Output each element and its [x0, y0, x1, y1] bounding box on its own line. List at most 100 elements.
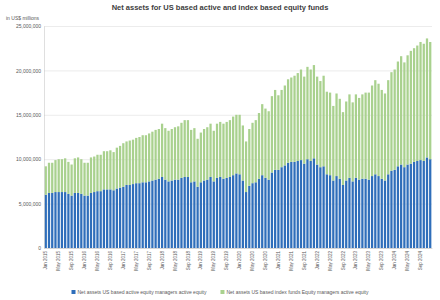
bar — [222, 179, 224, 248]
bar — [335, 93, 337, 176]
bar — [371, 176, 373, 248]
bar — [122, 187, 124, 248]
bar — [397, 62, 399, 167]
chart: Net assets for US based active and index… — [0, 0, 440, 300]
bar — [419, 42, 421, 160]
x-tick-label: Jan 2018 — [160, 251, 165, 270]
bar — [261, 104, 263, 175]
bar — [190, 130, 192, 182]
bar — [251, 123, 253, 183]
bar — [416, 161, 418, 248]
bar — [184, 120, 186, 177]
x-tick-label: Jan 2022 — [315, 251, 320, 270]
grid-tick — [44, 204, 432, 205]
y-tick-label: 20,000,000 — [16, 68, 41, 74]
bar — [326, 174, 328, 248]
bar — [322, 166, 324, 248]
bar — [129, 141, 131, 185]
grid-tick — [44, 26, 432, 27]
bar — [364, 179, 366, 248]
grid-tick — [44, 159, 432, 160]
bar — [154, 130, 156, 180]
bar — [122, 143, 124, 187]
bar — [187, 177, 189, 248]
bar — [142, 182, 144, 248]
bar — [132, 184, 134, 248]
bar — [245, 141, 247, 192]
x-tick: Jan 2018 — [160, 251, 165, 270]
x-tick-label: May 2016 — [95, 251, 100, 271]
bar — [361, 94, 363, 178]
bar — [216, 178, 218, 248]
bar — [319, 81, 321, 167]
y-tick: 20,000,000 — [16, 68, 44, 74]
bar — [255, 120, 257, 182]
bar — [184, 177, 186, 248]
x-tick: Jan 2024 — [392, 251, 397, 270]
bar — [297, 73, 299, 161]
x-tick-label: Jan 2021 — [276, 251, 281, 270]
bar — [387, 80, 389, 174]
y-axis: 05,000,00010,000,00015,000,00020,000,000… — [16, 23, 45, 251]
bar — [400, 165, 402, 248]
bar — [329, 93, 331, 176]
bar — [200, 182, 202, 248]
bar — [138, 183, 140, 248]
bar — [413, 48, 415, 162]
bar — [258, 113, 260, 179]
bar — [403, 62, 405, 167]
bar — [342, 112, 344, 185]
bar — [58, 159, 60, 192]
bar — [313, 158, 315, 248]
x-tick-label: Sep 2022 — [341, 251, 346, 271]
bar — [339, 99, 341, 179]
bar — [261, 175, 263, 248]
bar — [200, 133, 202, 183]
bar — [190, 182, 192, 248]
x-tick: May 2023 — [366, 251, 371, 271]
bar — [96, 191, 98, 248]
bar — [213, 131, 215, 182]
bar — [384, 93, 386, 180]
grid-line — [44, 26, 432, 27]
bar — [248, 186, 250, 248]
bar — [394, 70, 396, 170]
bar — [277, 95, 279, 170]
x-tick: Sep 2021 — [302, 251, 307, 271]
bar — [280, 167, 282, 248]
bar — [64, 192, 66, 248]
bar — [290, 78, 292, 162]
x-tick-label: Jan 2024 — [392, 251, 397, 270]
bar — [348, 178, 350, 248]
bar — [322, 76, 324, 167]
bar — [255, 182, 257, 248]
bar — [274, 170, 276, 248]
bar — [106, 151, 108, 189]
x-tick-label: Jan 2019 — [198, 251, 203, 270]
grid-tick — [44, 70, 432, 71]
bar — [167, 131, 169, 182]
bar — [377, 176, 379, 248]
bar — [213, 181, 215, 248]
x-tick: Sep 2023 — [379, 251, 384, 271]
legend-swatch — [72, 290, 76, 294]
legend-label: Net assets US based index funds Equity m… — [226, 289, 369, 295]
bar — [138, 137, 140, 183]
bar — [361, 179, 363, 248]
bar — [193, 181, 195, 248]
bar — [352, 181, 354, 248]
x-tick-label: Jan 2020 — [237, 251, 242, 270]
bar — [377, 84, 379, 176]
bar — [219, 122, 221, 177]
bar — [248, 129, 250, 186]
x-tick: Sep 2024 — [418, 251, 423, 271]
grid-tick — [44, 115, 432, 116]
bar — [242, 181, 244, 248]
bar — [303, 164, 305, 248]
bar — [280, 90, 282, 167]
bar — [196, 139, 198, 187]
legend: Net assets US based active equity manage… — [72, 289, 369, 295]
bar — [406, 55, 408, 164]
bar — [316, 77, 318, 165]
bar — [381, 90, 383, 179]
